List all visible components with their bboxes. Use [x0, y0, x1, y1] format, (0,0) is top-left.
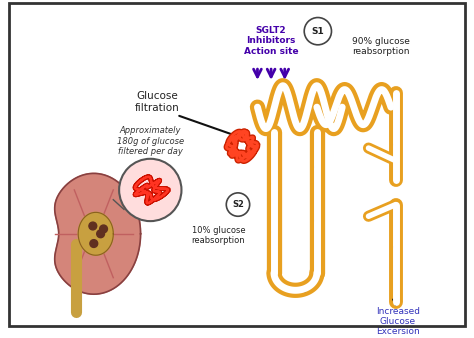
Text: 10% glucose
reabsorption: 10% glucose reabsorption: [191, 226, 246, 245]
Text: S1: S1: [311, 27, 324, 36]
Circle shape: [89, 222, 97, 230]
Text: SGLT2
Inhibitors
Action site: SGLT2 Inhibitors Action site: [244, 26, 299, 56]
Text: Increased
Glucose
Excersion: Increased Glucose Excersion: [376, 307, 420, 336]
Circle shape: [97, 230, 104, 238]
Text: S2: S2: [232, 200, 244, 209]
Text: Approximately
180g of glucose
filtered per day: Approximately 180g of glucose filtered p…: [117, 126, 184, 156]
Circle shape: [100, 225, 108, 233]
Polygon shape: [55, 173, 141, 294]
Polygon shape: [78, 212, 113, 255]
Circle shape: [90, 240, 98, 247]
Text: 90% glucose
reabsorption: 90% glucose reabsorption: [352, 37, 410, 56]
Text: Glucose
filtration: Glucose filtration: [135, 92, 180, 113]
Circle shape: [304, 18, 331, 45]
Circle shape: [226, 193, 250, 216]
Circle shape: [119, 159, 182, 221]
